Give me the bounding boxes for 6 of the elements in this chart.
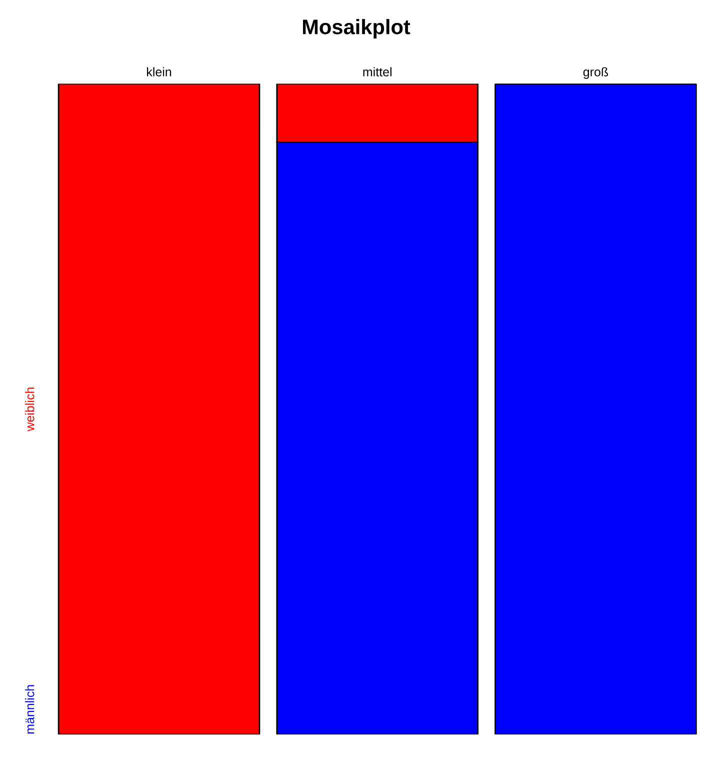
text: weiblich [25, 388, 34, 432]
text: männlich [25, 685, 34, 734]
x-tick-label: klein [147, 67, 172, 76]
x-tick-label: mittel [363, 67, 392, 76]
x-tick-label: groß [583, 67, 608, 79]
chart-title: Mosaikplot [302, 19, 410, 38]
